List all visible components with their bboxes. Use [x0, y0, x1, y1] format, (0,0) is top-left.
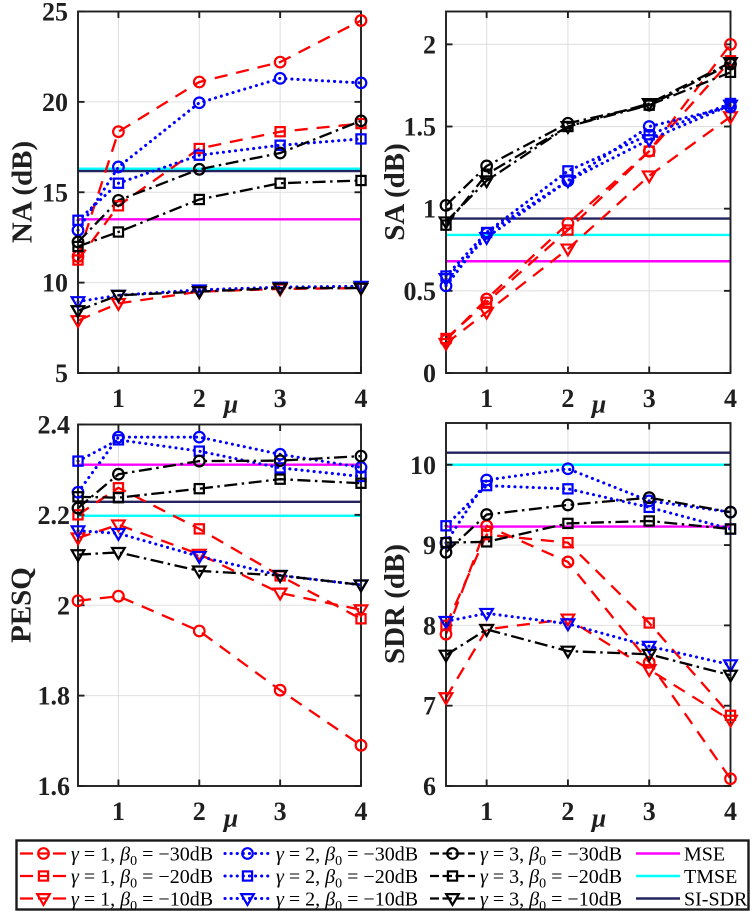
svg-text:3: 3 — [643, 797, 656, 826]
svg-text:1: 1 — [112, 797, 125, 826]
svg-text:γ = 3, β0 = −30dB: γ = 3, β0 = −30dB — [480, 844, 622, 870]
svg-text:0.5: 0.5 — [404, 277, 437, 306]
svg-text:2: 2 — [423, 30, 436, 59]
svg-text:γ = 1, β0 = −30dB: γ = 1, β0 = −30dB — [71, 844, 213, 870]
svg-text:MSE: MSE — [684, 844, 725, 866]
svg-text:3: 3 — [643, 384, 656, 413]
svg-text:2.4: 2.4 — [38, 411, 71, 440]
svg-text:4: 4 — [355, 797, 368, 826]
svg-text:γ = 3, β0 = −10dB: γ = 3, β0 = −10dB — [480, 889, 622, 915]
svg-text:2: 2 — [561, 797, 574, 826]
svg-text:3: 3 — [274, 797, 287, 826]
svg-text:8: 8 — [423, 611, 436, 640]
svg-text:γ = 1, β0 = −10dB: γ = 1, β0 = −10dB — [71, 889, 213, 915]
svg-text:γ = 2, β0 = −10dB: γ = 2, β0 = −10dB — [276, 889, 418, 915]
svg-text:μ: μ — [222, 390, 238, 419]
svg-text:PESQ: PESQ — [6, 567, 38, 643]
svg-text:1.5: 1.5 — [404, 113, 437, 142]
svg-text:γ = 1, β0 = −20dB: γ = 1, β0 = −20dB — [71, 866, 213, 892]
svg-text:10: 10 — [42, 269, 68, 298]
svg-text:6: 6 — [423, 772, 436, 801]
svg-text:1: 1 — [423, 195, 436, 224]
svg-text:15: 15 — [42, 178, 68, 207]
svg-text:γ = 2, β0 = −30dB: γ = 2, β0 = −30dB — [276, 844, 418, 870]
svg-text:10: 10 — [410, 451, 436, 480]
svg-text:μ: μ — [222, 804, 238, 833]
svg-text:5: 5 — [55, 359, 68, 388]
svg-text:γ = 3, β0 = −20dB: γ = 3, β0 = −20dB — [480, 866, 622, 892]
svg-text:μ: μ — [590, 390, 606, 419]
svg-text:TMSE: TMSE — [684, 866, 737, 888]
svg-text:3: 3 — [274, 384, 287, 413]
svg-text:NA (dB): NA (dB) — [7, 141, 39, 243]
svg-text:4: 4 — [355, 384, 368, 413]
svg-text:0: 0 — [423, 359, 436, 388]
svg-text:2.2: 2.2 — [38, 501, 71, 530]
svg-text:9: 9 — [423, 531, 436, 560]
svg-text:γ = 2, β0 = −20dB: γ = 2, β0 = −20dB — [276, 866, 418, 892]
svg-text:1: 1 — [480, 797, 493, 826]
svg-text:SA (dB): SA (dB) — [379, 143, 411, 241]
svg-text:4: 4 — [724, 384, 737, 413]
svg-text:2: 2 — [193, 797, 206, 826]
svg-text:1.6: 1.6 — [38, 772, 71, 801]
svg-text:SDR (dB): SDR (dB) — [379, 544, 411, 664]
svg-text:2: 2 — [561, 384, 574, 413]
svg-text:1.8: 1.8 — [38, 682, 71, 711]
svg-text:SI-SDR: SI-SDR — [684, 889, 748, 911]
svg-text:μ: μ — [590, 804, 606, 833]
svg-text:2: 2 — [193, 384, 206, 413]
svg-text:7: 7 — [423, 692, 436, 721]
svg-text:2: 2 — [57, 591, 70, 620]
svg-text:20: 20 — [42, 88, 68, 117]
svg-text:25: 25 — [42, 0, 68, 27]
svg-text:4: 4 — [724, 797, 737, 826]
svg-text:1: 1 — [480, 384, 493, 413]
svg-text:1: 1 — [112, 384, 125, 413]
